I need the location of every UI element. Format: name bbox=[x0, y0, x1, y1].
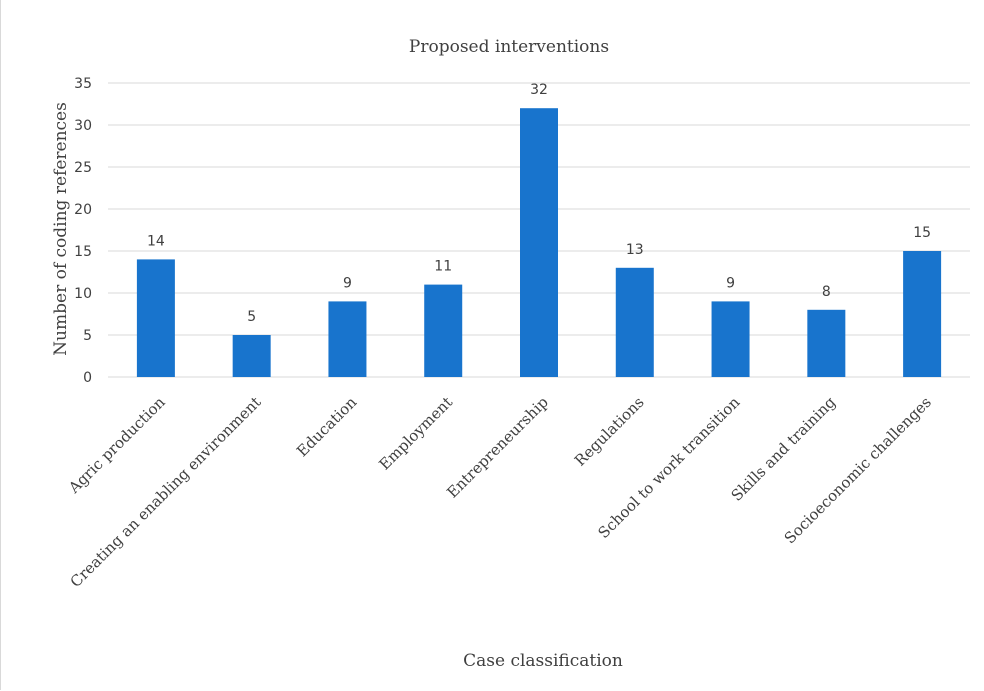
y-tick-label: 5 bbox=[83, 328, 92, 344]
x-axis-title: Case classification bbox=[463, 651, 623, 671]
x-tick-label: Creating an enabling environment bbox=[67, 393, 265, 591]
x-tick-label: Skills and training bbox=[728, 393, 840, 505]
bars bbox=[136, 108, 942, 377]
y-tick-label: 0 bbox=[83, 370, 92, 386]
data-label: 32 bbox=[530, 82, 548, 98]
data-labels: 14 5 9 11 32 13 9 8 15 bbox=[147, 82, 931, 325]
y-tick-label: 10 bbox=[74, 286, 92, 302]
bar bbox=[615, 267, 654, 377]
y-tick-label: 30 bbox=[74, 118, 92, 134]
bar bbox=[136, 259, 175, 377]
chart-title: Proposed interventions bbox=[409, 37, 609, 57]
y-tick-label: 35 bbox=[74, 76, 92, 92]
y-tick-label: 20 bbox=[74, 202, 92, 218]
x-tick-label: Entrepreneurship bbox=[443, 393, 552, 502]
bar bbox=[232, 335, 271, 377]
data-label: 15 bbox=[913, 225, 931, 241]
data-label: 5 bbox=[247, 309, 256, 325]
y-tick-label: 25 bbox=[74, 160, 92, 176]
x-tick-label: Agric production bbox=[64, 393, 169, 498]
bar bbox=[424, 284, 463, 377]
x-tick-label: Employment bbox=[376, 393, 457, 474]
x-tick-label: Education bbox=[293, 393, 360, 460]
bar bbox=[520, 108, 558, 377]
data-label: 8 bbox=[822, 284, 831, 300]
bar bbox=[807, 309, 846, 377]
data-label: 13 bbox=[626, 242, 644, 258]
y-tick-label: 15 bbox=[74, 244, 92, 260]
data-label: 9 bbox=[343, 275, 352, 291]
bar bbox=[903, 251, 942, 377]
y-axis-ticks: 0 5 10 15 20 25 30 35 bbox=[74, 76, 92, 386]
data-label: 9 bbox=[726, 275, 735, 291]
y-axis-title: Number of coding references bbox=[51, 102, 71, 356]
x-tick-label: Regulations bbox=[571, 393, 648, 470]
bar bbox=[328, 301, 367, 377]
data-label: 14 bbox=[147, 233, 165, 249]
data-label: 11 bbox=[434, 259, 452, 275]
bar bbox=[711, 301, 750, 377]
